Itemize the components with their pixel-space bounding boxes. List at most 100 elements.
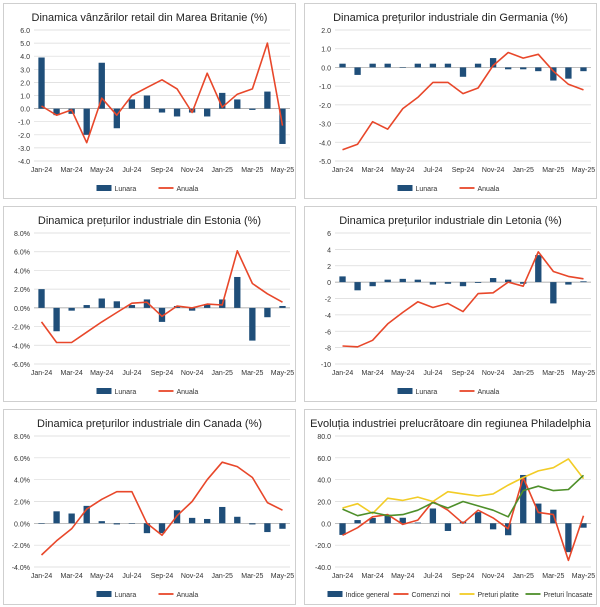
chart-panel-estonia-ppi: Dinamica prețurilor industriale din Esto… (3, 206, 296, 402)
legend-label: Lunara (115, 186, 137, 193)
y-tick-label: 2.0% (14, 287, 30, 294)
y-tick-label: 80.0 (317, 434, 331, 441)
y-tick-label: 6.0% (14, 456, 30, 463)
legend-label: Lunara (416, 389, 438, 396)
x-tick-label: May-25 (572, 167, 595, 174)
bar-mark (550, 282, 557, 304)
x-tick-label: Jan-24 (332, 573, 354, 580)
bar-mark (53, 307, 60, 332)
bar-mark (83, 108, 90, 135)
bar-mark (565, 523, 572, 553)
x-tick-label: Mar-24 (362, 370, 384, 377)
bar-mark (565, 67, 572, 79)
x-tick-label: May-24 (391, 370, 414, 377)
y-tick-label: -2 (325, 297, 331, 304)
bar-mark (399, 67, 406, 68)
bar-mark (384, 514, 391, 524)
x-tick-label: Sep-24 (151, 573, 174, 580)
y-tick-label: 20.0 (317, 500, 331, 507)
x-tick-label: Nov-24 (181, 573, 204, 580)
y-tick-label: -3.0 (18, 146, 30, 153)
series-line (40, 461, 283, 556)
bar-mark (188, 307, 196, 311)
bar-mark (143, 299, 151, 308)
chart-title: Dinamica vânzărilor retail din Marea Bri… (31, 12, 268, 24)
y-tick-label: 60.0 (317, 456, 331, 463)
y-tick-label: -3.0 (319, 122, 331, 129)
bar-mark (459, 67, 467, 77)
chart-panel-canada-ppi: Dinamica prețurilor industriale din Cana… (3, 409, 296, 605)
bar-mark (38, 289, 45, 308)
x-tick-label: May-24 (90, 370, 113, 377)
bar-mark (53, 511, 60, 524)
chart-title: Dinamica prețurilor industriale din Esto… (37, 215, 262, 227)
bar-mark (173, 108, 181, 117)
x-tick-label: Jul-24 (122, 573, 141, 580)
bar-mark (414, 279, 421, 283)
bar-mark (98, 298, 105, 308)
bar-mark (128, 523, 136, 524)
legend-label: Anuala (478, 186, 500, 193)
legend-label: Indice general (346, 592, 390, 599)
bar-mark (158, 108, 166, 113)
y-tick-label: 40.0 (317, 478, 331, 485)
bar-mark (354, 67, 361, 75)
bar-mark (520, 282, 527, 284)
series-line (342, 458, 585, 515)
x-tick-label: May-25 (271, 167, 294, 174)
bar-mark (264, 307, 271, 318)
series-line (342, 51, 584, 151)
chart-panel-uk-retail: Dinamica vânzărilor retail din Marea Bri… (3, 3, 296, 199)
bar-mark (249, 108, 256, 110)
bar-mark (580, 67, 587, 72)
y-tick-label: 0.0% (14, 306, 30, 313)
bar-mark (249, 523, 256, 525)
bar-mark (279, 108, 286, 144)
y-tick-label: 2.0 (321, 28, 331, 35)
bar-mark (474, 63, 482, 68)
bar-mark (83, 505, 90, 524)
bar-mark (354, 282, 361, 291)
y-tick-label: 2.0 (20, 80, 30, 87)
bar-mark (234, 276, 241, 308)
bar-mark (505, 67, 512, 70)
x-tick-label: Jan-25 (513, 370, 535, 377)
legend-swatch-bar (397, 185, 413, 191)
bar-mark (113, 523, 120, 525)
bar-mark (38, 57, 45, 109)
series-line (342, 474, 585, 518)
chart-estonia-ppi: 8.0%6.0%4.0%2.0%0.0%-2.0%-4.0%-6.0%Jan-2… (12, 231, 295, 396)
y-tick-label: 4.0% (14, 478, 30, 485)
bar-mark (234, 516, 241, 524)
bar-mark (429, 282, 437, 285)
bar-mark (535, 67, 542, 72)
chart-canada-ppi: 8.0% 6.0% 4.0% 2.0% 0.0% -2.0% -4.0%Jan-24 Mar-… (12, 434, 295, 599)
x-tick-label: Nov-24 (482, 370, 505, 377)
y-tick-label: 6.0 (20, 28, 30, 35)
bar-mark (204, 304, 211, 308)
bar-mark (188, 517, 196, 524)
x-tick-label: Jan-24 (332, 370, 354, 377)
series-line (342, 476, 585, 562)
bar-mark (158, 307, 166, 322)
x-tick-label: Sep-24 (452, 370, 475, 377)
bar-mark (279, 305, 286, 308)
x-tick-label: May-25 (271, 573, 294, 580)
chart-title: Evoluția industriei prelucrătoare din re… (310, 418, 591, 430)
bar-mark (429, 508, 437, 524)
x-tick-label: May-24 (90, 573, 113, 580)
x-tick-label: Mar-25 (241, 370, 263, 377)
y-tick-label: -6.0% (12, 362, 30, 369)
bar-mark (68, 307, 75, 311)
bar-mark (98, 521, 105, 524)
bar-mark (113, 108, 120, 129)
x-tick-label: Sep-24 (452, 573, 475, 580)
x-tick-label: Mar-25 (241, 167, 263, 174)
legend-label: Anuala (478, 389, 500, 396)
y-tick-label: 4.0% (14, 268, 30, 275)
x-tick-label: Jan-24 (31, 370, 53, 377)
legend-swatch-bar (96, 591, 112, 597)
x-tick-label: Jul-24 (423, 573, 442, 580)
